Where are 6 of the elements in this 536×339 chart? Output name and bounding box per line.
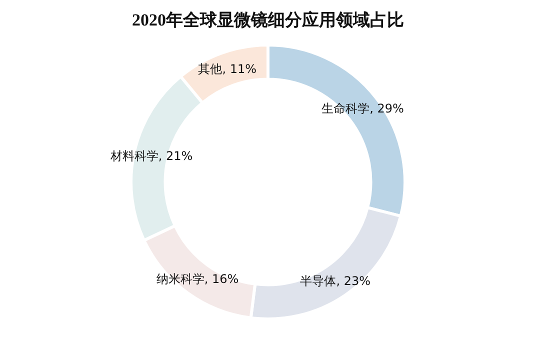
- slice-label: 其他, 11%: [198, 62, 257, 76]
- slice-label: 纳米科学, 16%: [156, 272, 239, 286]
- slice-label: 材料科学, 21%: [109, 148, 193, 163]
- slice-label: 生命科学, 29%: [322, 102, 404, 116]
- slice-label: 半导体, 23%: [300, 274, 371, 288]
- chart-title: 2020年全球显微镜细分应用领域占比: [132, 10, 404, 30]
